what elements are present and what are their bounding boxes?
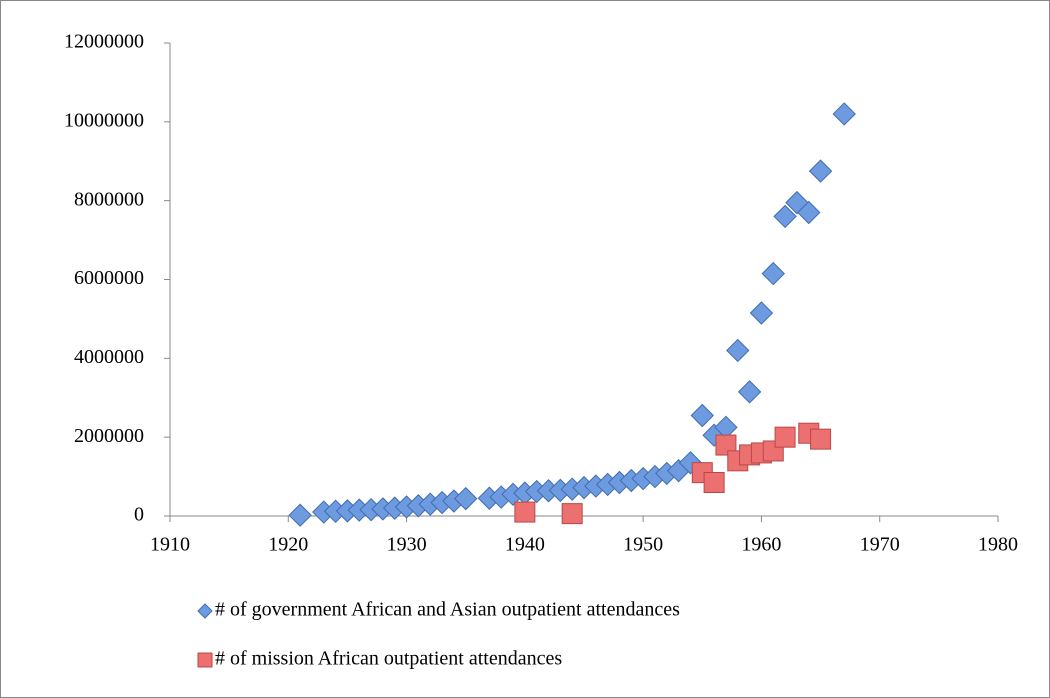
x-tick-label: 1910: [150, 534, 190, 556]
legend-label: # of government African and Asian outpat…: [215, 599, 680, 621]
marker-diamond: [761, 261, 785, 286]
y-tick-label: 10000000: [64, 109, 144, 131]
marker-diamond: [749, 301, 774, 325]
marker-diamond: [288, 503, 312, 527]
y-tick-label: 0: [134, 504, 144, 526]
x-tick-label: 1960: [741, 534, 781, 556]
marker-square: [703, 471, 725, 493]
y-tick-label: 12000000: [64, 31, 144, 53]
marker-square: [715, 434, 737, 456]
marker-diamond: [454, 486, 478, 511]
marker-diamond: [773, 204, 797, 229]
marker-diamond: [726, 338, 750, 363]
marker-square: [514, 501, 536, 523]
marker-square: [561, 503, 583, 525]
x-tick-label: 1980: [978, 534, 1018, 556]
y-tick-label: 8000000: [74, 188, 144, 210]
marker-square: [774, 426, 796, 448]
y-tick-label: 6000000: [74, 267, 144, 289]
x-tick-label: 1930: [387, 534, 427, 556]
legend-marker: [197, 603, 213, 619]
marker-diamond: [737, 380, 762, 404]
y-tick-label: 2000000: [74, 425, 144, 447]
legend-marker: [197, 652, 213, 668]
marker-diamond: [832, 102, 856, 126]
marker-square: [810, 428, 832, 450]
x-tick-label: 1920: [268, 534, 308, 556]
marker-diamond: [690, 403, 714, 428]
marker-diamond: [797, 200, 821, 225]
marker-diamond: [678, 451, 703, 475]
x-tick-label: 1940: [505, 534, 545, 556]
x-tick-label: 1950: [623, 534, 663, 556]
legend-label: # of mission African outpatient attendan…: [215, 648, 562, 670]
marker-diamond: [808, 159, 833, 183]
y-tick-label: 4000000: [74, 346, 144, 368]
x-tick-label: 1970: [860, 534, 900, 556]
